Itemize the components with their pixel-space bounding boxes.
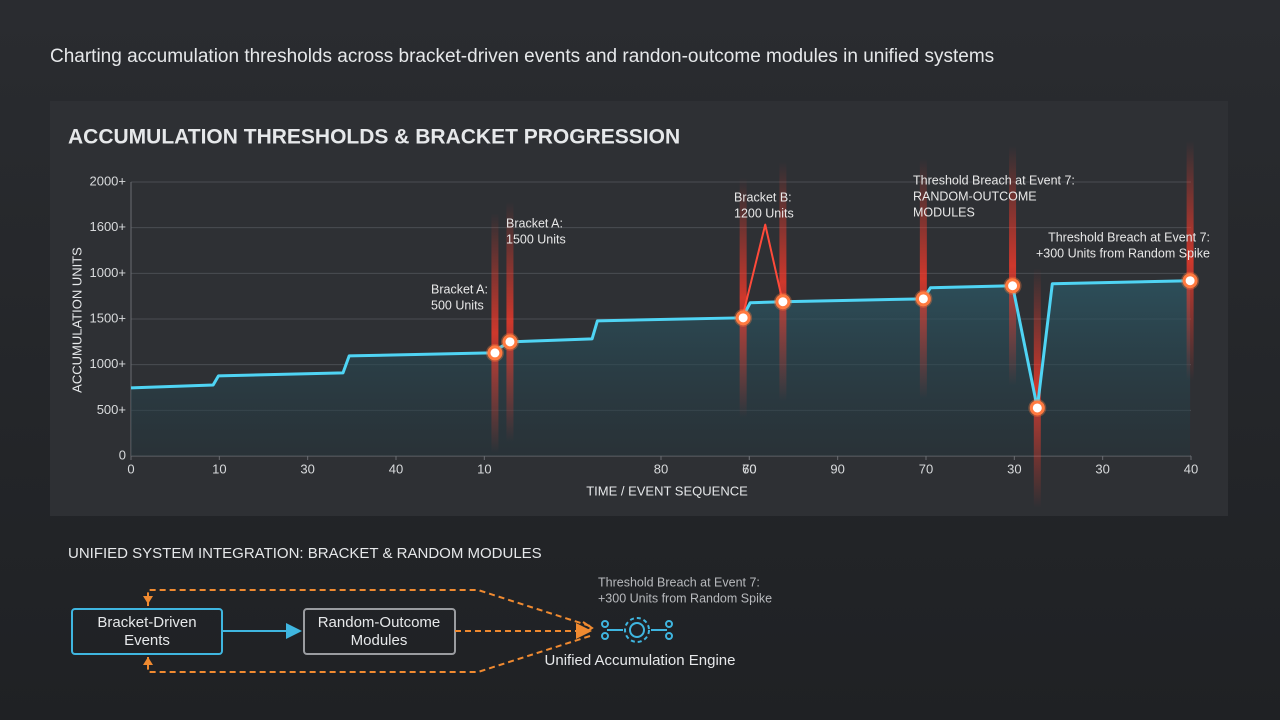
marker (915, 291, 931, 307)
marker (487, 345, 503, 361)
note: Threshold Breach at Event 7: (598, 575, 760, 589)
marker-glow (1009, 145, 1017, 386)
x-tick-label: 10 (212, 461, 226, 476)
annotation: Bracket A: (431, 282, 488, 296)
annotation: 500 Units (431, 298, 484, 312)
marker (1005, 278, 1021, 294)
marker (775, 294, 791, 310)
y-tick-label: 500+ (97, 402, 126, 417)
arrow-head (143, 657, 153, 665)
x-tick-label: 10 (477, 461, 491, 476)
x-tick-label: 60 (742, 461, 756, 476)
arrow-head (143, 596, 153, 604)
marker (1182, 273, 1198, 289)
marker-glow (739, 177, 747, 418)
annotation: MODULES (913, 205, 975, 219)
x-axis-label: TIME / EVENT SEQUENCE (586, 483, 748, 498)
annotation: Threshold Breach at Event 7: (913, 173, 1075, 187)
line (741, 223, 784, 319)
x-tick-label: 80 (654, 461, 668, 476)
y-tick-label: 1600+ (89, 219, 126, 234)
node-label: Bracket-Driven (97, 614, 196, 631)
plot-area: 0 500+ 1000+ 1500+ 1000+ 1600+ 2000+ 0 10 30 40 10 7… (89, 140, 1210, 508)
x-tick-label: 90 (830, 461, 844, 476)
page-title: Charting accumulation thresholds across … (50, 46, 994, 67)
x-tick-label: 40 (1184, 461, 1198, 476)
diagram-title: UNIFIED SYSTEM INTEGRATION: BRACKET & RA… (68, 545, 542, 562)
marker-glow (1033, 267, 1041, 508)
annotation: Bracket A: (506, 216, 563, 230)
annotation: 1500 Units (506, 232, 566, 246)
marker-glow (1186, 140, 1194, 381)
x-tick-label: 30 (1095, 461, 1109, 476)
node-label: Events (124, 632, 170, 649)
y-tick-label: 1500+ (89, 310, 126, 325)
y-tick-label: 2000+ (89, 173, 126, 188)
annotation: RANDOM-OUTCOME (913, 189, 1037, 203)
note: +300 Units from Random Spike (598, 591, 772, 605)
x-tick-label: 70 (919, 461, 933, 476)
x-tick-label: 0 (127, 461, 134, 476)
marker-glow (919, 158, 927, 399)
x-tick-label: 30 (1007, 461, 1021, 476)
engine-icon (601, 617, 673, 643)
annotation: Threshold Breach at Event 7: (1048, 230, 1210, 244)
node-label: Unified Accumulation Engine (545, 652, 736, 669)
y-tick-label: 0 (119, 447, 126, 462)
marker-glow (779, 161, 787, 402)
y-tick-label: 1000+ (89, 356, 126, 371)
marker-glow (491, 212, 499, 453)
annotation: +300 Units from Random Spike (1036, 246, 1210, 260)
diagram: UNIFIED SYSTEM INTEGRATION: BRACKET & RA… (68, 545, 772, 673)
annotation: 1200 Units (734, 206, 794, 220)
x-tick-label: 30 (300, 461, 314, 476)
chart-title: ACCUMULATION THRESHOLDS & BRACKET PROGRE… (68, 126, 680, 149)
marker (1029, 400, 1045, 416)
marker (502, 334, 518, 350)
marker-glow (506, 201, 514, 442)
y-axis-label: ACCUMULATION UNITS (69, 247, 84, 393)
y-tick-label: 1000+ (89, 265, 126, 280)
arrow-head (582, 621, 594, 635)
line (130, 279, 1191, 410)
x-tick-label: 70 (742, 461, 756, 476)
x-tick-label: 40 (389, 461, 403, 476)
node-label: Random-Outcome (318, 614, 441, 631)
annotation: Bracket B: (734, 190, 792, 204)
marker (735, 310, 751, 326)
node-label: Modules (351, 632, 408, 649)
